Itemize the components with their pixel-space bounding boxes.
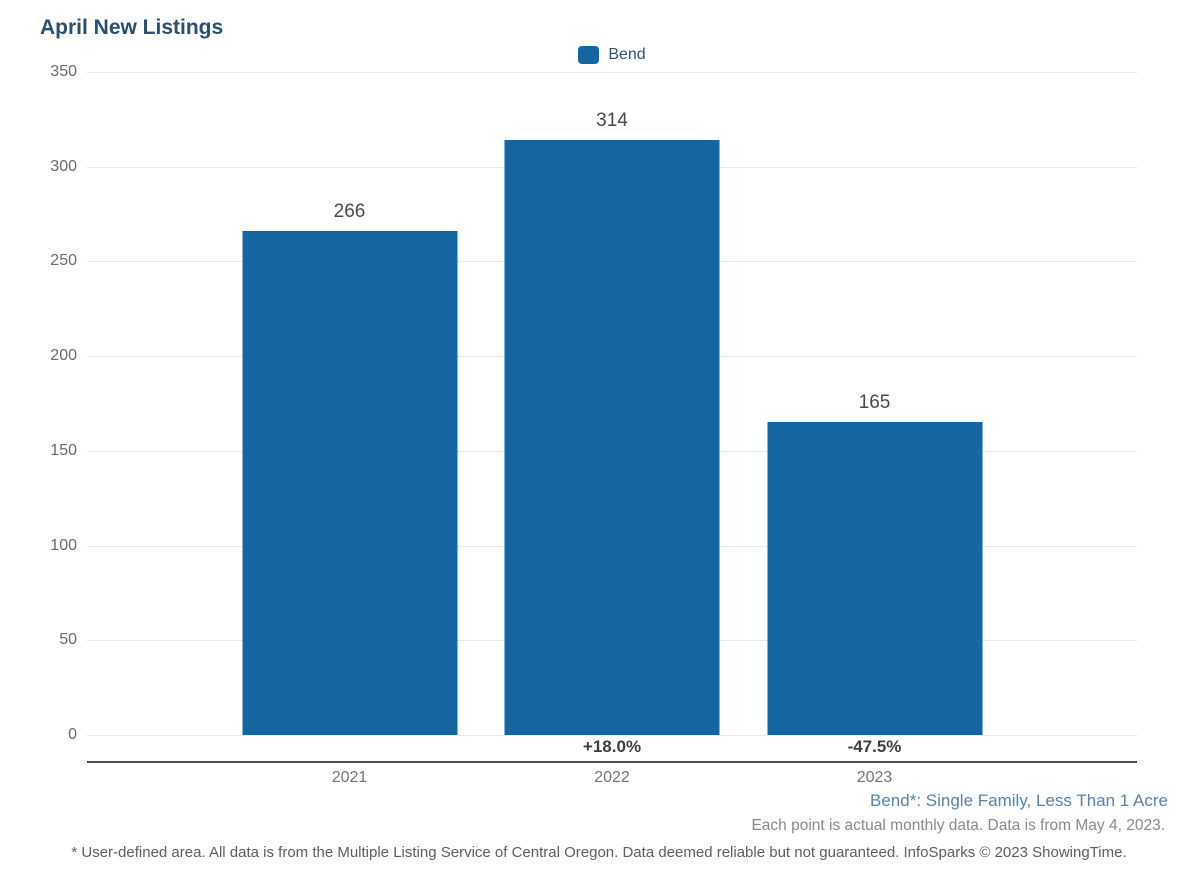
data-note: Each point is actual monthly data. Data … (751, 817, 1165, 834)
y-axis-tick-label: 200 (50, 347, 77, 365)
gridline (87, 735, 1137, 736)
y-axis-tick-label: 250 (50, 252, 77, 270)
x-axis-line (87, 761, 1137, 763)
y-axis-tick-label: 0 (68, 726, 77, 743)
y-axis-tick-label: 350 (50, 63, 77, 80)
bar-2023[interactable]: 165 (767, 392, 982, 735)
gridline (87, 72, 1137, 73)
x-tick-2022: 2022 (594, 769, 630, 786)
y-axis-tick-label: 100 (50, 536, 77, 554)
x-axis: 2021 2022 2023 (87, 769, 1137, 791)
bar-value-label-2022: 314 (596, 110, 628, 132)
legend-item-bend[interactable]: Bend (578, 46, 646, 64)
chart-title: April New Listings (40, 16, 224, 39)
pct-change-lane: +18.0% -47.5% (87, 737, 1137, 761)
x-tick-2021: 2021 (331, 769, 368, 786)
y-axis: 0 50 100 150 200 250 300 350 (20, 63, 77, 743)
legend-label: Bend (608, 46, 646, 63)
y-axis-tick-label: 300 (50, 157, 77, 175)
x-tick-2023: 2023 (856, 769, 893, 786)
bar-2021[interactable]: 266 (242, 201, 457, 735)
legend: Bend (87, 46, 1137, 64)
disclaimer: * User-defined area. All data is from th… (71, 844, 1127, 861)
pct-change-2022: +18.0% (582, 737, 642, 756)
y-axis-tick-label: 150 (50, 441, 77, 459)
bar-value-label-2021: 266 (333, 201, 366, 223)
plot-area: 266 314 165 (87, 72, 1137, 736)
series-note: Bend*: Single Family, Less Than 1 Acre (870, 791, 1168, 810)
pct-change-2023: -47.5% (847, 737, 902, 756)
legend-swatch-icon (578, 46, 600, 64)
y-axis-tick-label: 50 (59, 631, 77, 649)
bar-2022[interactable]: 314 (504, 110, 720, 735)
bar-value-label-2023: 165 (858, 392, 891, 414)
